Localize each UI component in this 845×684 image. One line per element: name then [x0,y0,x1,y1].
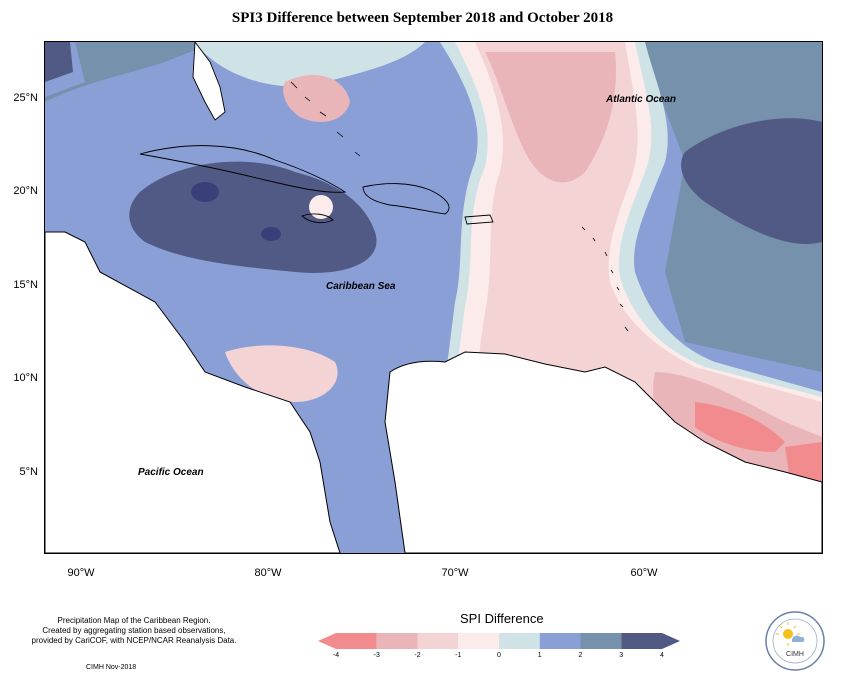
caribbean-sea-label: Caribbean Sea [326,281,396,292]
atlantic-ocean-label: Atlantic Ocean [606,94,677,105]
legend-title: SPI Difference [460,611,544,626]
footnote-line-3: provided by CariCOF, with NCEP/NCAR Rean… [31,636,237,645]
field-level-neg3-neg2-north [485,52,616,183]
hispaniola-coastline [362,183,450,215]
lat-label-5n: 5°N [19,466,38,478]
legend-swatch [318,633,377,649]
lat-label-25n: 25°N [13,92,38,104]
field-level-3-4-atlantic [681,118,822,244]
pacific-ocean-label: Pacific Ocean [138,467,204,478]
field-negative-central-america [225,345,338,402]
map-description: Precipitation Map of the Caribbean Regio… [14,616,254,646]
legend-swatch [458,633,499,649]
lon-label-80w: 80°W [254,567,282,579]
field-level-3-4-cuba [129,161,377,273]
lon-label-70w: 70°W [441,567,469,579]
lesser-antilles-coastline [290,81,629,332]
legend-swatch [539,633,581,649]
legend-swatch [580,633,622,649]
credit-text: CIMH Nov-2018 [86,664,137,671]
cimh-logo: CIMH [765,611,825,671]
field-negative-bahamas [283,74,350,122]
legend-tick-label: -3 [373,652,380,659]
legend-tick-label: -2 [414,652,421,659]
footnote-line-1: Precipitation Map of the Caribbean Regio… [57,616,211,625]
legend-swatch [621,633,680,649]
field-negative-jamaica [309,195,333,219]
lat-label-20n: 20°N [13,185,38,197]
puerto-rico-coastline [464,214,494,225]
legend-tick-label: -1 [455,652,462,659]
lon-label-60w: 60°W [630,567,658,579]
legend-swatch [376,633,418,649]
lat-label-10n: 10°N [13,372,38,384]
cuba-coastline [139,145,347,193]
legend-swatch [499,633,540,649]
lat-label-15n: 15°N [13,279,38,291]
legend-tick-label: 2 [578,652,583,659]
legend-swatch [417,633,459,649]
jamaica-coastline [301,213,334,224]
sun-cloud-icon [776,622,805,646]
field-level-3-4-nw [45,42,73,82]
central-america-land [45,231,341,553]
logo-text: CIMH [786,651,804,658]
field-max-patch-2 [261,227,281,241]
spi-map [44,41,823,554]
map-title: SPI3 Difference between September 2018 a… [231,10,614,26]
footnote-line-2: Created by aggregating station based obs… [42,626,226,635]
color-legend-bar [318,633,680,649]
legend-tick-label: 3 [619,652,624,659]
field-level-neg4-neg3 [695,402,785,452]
field-max-patch [191,182,219,202]
field-level-0-1-north [195,42,425,87]
lon-label-90w: 90°W [67,567,95,579]
legend-tick-label: 0 [497,652,501,659]
legend-tick-label: -4 [332,652,340,659]
florida-land [192,42,226,121]
spi-difference-field [45,42,822,553]
legend-tick-label: 4 [660,652,664,659]
south-america-land [384,351,822,553]
legend-tick-label: 1 [537,652,542,659]
